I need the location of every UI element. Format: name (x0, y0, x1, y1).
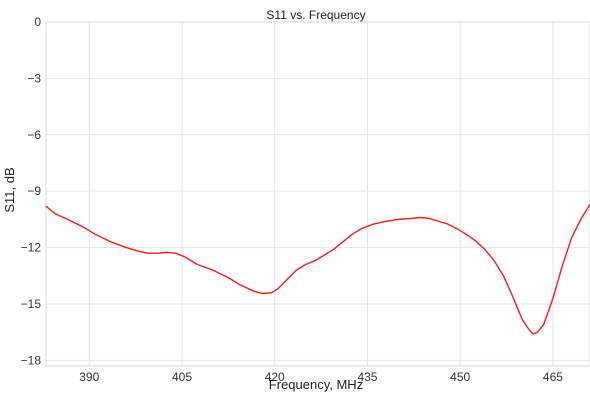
y-tick-label: −12 (21, 241, 42, 255)
series-layer (45, 203, 590, 335)
x-tick-label: 435 (357, 370, 377, 384)
x-tick-label: 420 (265, 370, 285, 384)
y-tick-label: −3 (27, 71, 41, 85)
y-tick-label: 0 (34, 15, 41, 29)
y-tick-label: −15 (21, 297, 42, 311)
y-gridlines (46, 21, 590, 361)
y-axis-title: S11, dB (2, 167, 17, 212)
x-tick-label: 390 (79, 370, 99, 384)
y-tick-label: −6 (27, 128, 41, 142)
x-tick-label: 450 (450, 370, 470, 384)
x-tick-label: 465 (543, 370, 563, 384)
s11-series-line (45, 203, 590, 335)
y-tick-label: −18 (21, 353, 42, 367)
chart-title: S11 vs. Frequency (266, 8, 365, 22)
y-tick-labels: 0 −3 −6 −9 −12 −15 −18 (21, 15, 42, 367)
x-gridlines (88, 22, 554, 366)
x-tick-labels: 390 405 420 435 450 465 (79, 370, 563, 384)
y-tick-label: −9 (27, 184, 41, 198)
plot-frame (45, 21, 590, 367)
x-tick-label: 405 (172, 370, 192, 384)
x-axis-title: Frequency, MHz (269, 377, 363, 392)
